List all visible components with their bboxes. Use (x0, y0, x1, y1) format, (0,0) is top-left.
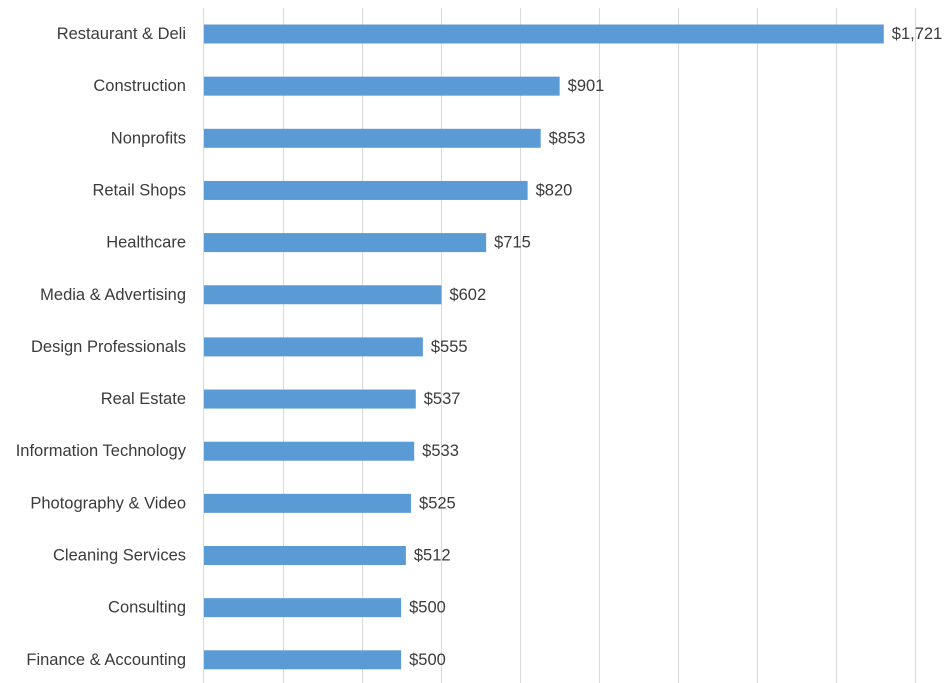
data-label: $555 (431, 338, 468, 356)
category-label: Information Technology (16, 442, 187, 460)
bar (204, 285, 442, 305)
data-label: $602 (449, 286, 486, 304)
bar (204, 493, 412, 513)
value-labels: $1,721 $901 $853 $820 $715 $602 $555 $537 $533 $5… (409, 25, 942, 669)
bar (204, 233, 487, 253)
bar (204, 24, 884, 44)
category-label: Nonprofits (111, 129, 186, 147)
category-label: Restaurant & Deli (57, 25, 186, 43)
data-label: $525 (419, 494, 456, 512)
bar (204, 650, 402, 670)
data-label: $853 (549, 129, 586, 147)
gridlines (283, 8, 916, 683)
bar (204, 389, 416, 409)
bar (204, 546, 406, 565)
category-label: Finance & Accounting (26, 651, 186, 669)
category-label: Real Estate (101, 390, 186, 408)
category-label: Cleaning Services (53, 547, 186, 565)
category-label: Retail Shops (92, 181, 186, 199)
data-label: $512 (414, 547, 451, 565)
bar (204, 180, 528, 200)
data-label: $500 (409, 599, 446, 617)
bar (204, 128, 541, 148)
data-label: $537 (424, 390, 461, 408)
data-label: $500 (409, 651, 446, 669)
category-label: Consulting (108, 599, 186, 617)
data-label: $820 (536, 181, 573, 199)
category-label: Photography & Video (30, 494, 186, 512)
bar (204, 76, 560, 96)
category-label: Healthcare (106, 234, 186, 252)
bar (204, 598, 402, 618)
category-label: Construction (93, 77, 186, 95)
category-label: Design Professionals (31, 338, 186, 356)
category-axis: Restaurant & Deli Construction Nonprofits R… (16, 25, 187, 669)
data-label: $715 (494, 234, 531, 252)
bars (204, 24, 884, 670)
bar (204, 337, 423, 357)
data-label: $901 (568, 77, 605, 95)
bar (204, 441, 415, 461)
data-label: $1,721 (892, 25, 942, 43)
category-label: Media & Advertising (40, 286, 186, 304)
data-label: $533 (422, 442, 459, 460)
